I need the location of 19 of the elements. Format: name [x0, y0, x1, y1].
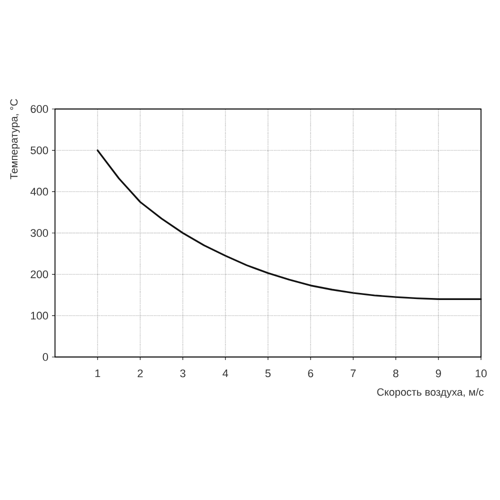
y-tick-label: 500 — [30, 146, 48, 154]
x-tick-label: 4 — [222, 370, 228, 378]
y-tick-label: 600 — [30, 105, 48, 113]
x-tick-label: 9 — [436, 370, 441, 378]
y-tick-label: 400 — [30, 188, 48, 196]
x-tick-label: 10 — [476, 370, 487, 378]
x-tick-label: 6 — [308, 370, 314, 378]
x-tick-label: 8 — [393, 370, 398, 378]
x-tick-label: 7 — [350, 370, 356, 378]
x-tick-label: 2 — [138, 370, 143, 378]
y-tick-label: 300 — [30, 229, 48, 237]
y-tick-label: 0 — [42, 353, 48, 361]
x-tick-label: 5 — [265, 370, 271, 378]
y-axis-title: Температура, °C — [10, 99, 20, 180]
x-tick-label: 1 — [95, 370, 100, 378]
x-tick-label: 3 — [180, 370, 186, 378]
y-tick-label: 200 — [30, 270, 48, 278]
x-axis-title: Скорость воздуха, м/с — [377, 388, 484, 398]
y-tick-label: 100 — [31, 312, 48, 320]
